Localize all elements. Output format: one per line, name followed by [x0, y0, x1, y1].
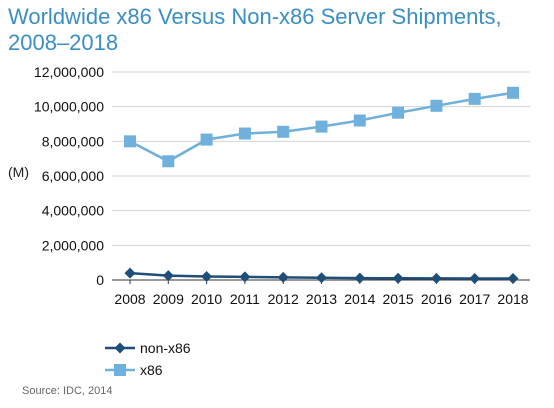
x-axis-ticks: 2008 2009 2010 2011 2012 2013 2014 2015 2016 2017…	[114, 280, 529, 307]
legend-label: non-x86	[140, 340, 191, 356]
data-point-non-x86	[162, 270, 174, 282]
source-note: Source: IDC, 2014	[22, 385, 113, 397]
y-tick-label: 6,000,000	[42, 168, 104, 184]
x-tick-label: 2009	[153, 291, 184, 307]
y-axis-ticks: 0 2,000,000 4,000,000 6,000,000 8,000,000 10,…	[34, 64, 104, 288]
legend-marker	[114, 364, 126, 376]
x-tick-label: 2011	[230, 291, 260, 307]
x-tick-label: 2008	[114, 291, 145, 307]
x-tick-label: 2015	[383, 291, 414, 307]
data-point-x86	[238, 127, 251, 140]
chart-title: Worldwide x86 Versus Non-x86 Server Ship…	[8, 4, 502, 55]
y-tick-label: 10,000,000	[34, 99, 104, 115]
data-point-x86	[392, 106, 405, 119]
data-point-x86	[507, 86, 519, 99]
x-tick-label: 2018	[497, 291, 528, 307]
legend-label: x86	[140, 362, 163, 378]
series-layer	[124, 86, 519, 285]
data-point-x86	[468, 92, 481, 105]
series-x86	[124, 86, 519, 168]
data-point-non-x86	[277, 271, 289, 283]
legend: non-x86 x86	[105, 340, 191, 378]
y-tick-label: 4,000,000	[42, 203, 104, 219]
x-tick-label: 2010	[191, 291, 222, 307]
data-point-non-x86	[469, 272, 481, 284]
x-tick-label: 2012	[268, 291, 299, 307]
data-point-non-x86	[124, 267, 136, 279]
y-tick-label: 2,000,000	[42, 237, 104, 253]
data-point-x86	[162, 155, 175, 168]
data-point-non-x86	[201, 271, 213, 283]
data-point-non-x86	[354, 272, 366, 284]
x-tick-label: 2017	[459, 291, 490, 307]
y-axis-unit-label: (M)	[8, 164, 29, 180]
x-tick-label: 2016	[421, 291, 452, 307]
data-point-non-x86	[430, 272, 442, 284]
gridlines	[112, 71, 530, 281]
y-tick-label: 8,000,000	[42, 133, 104, 149]
data-point-x86	[200, 133, 213, 146]
data-point-non-x86	[239, 271, 251, 283]
data-point-x86	[124, 135, 136, 148]
y-tick-label: 12,000,000	[34, 64, 104, 80]
data-point-non-x86	[316, 272, 327, 284]
data-point-non-x86	[507, 273, 519, 285]
legend-item-non-x86: non-x86	[105, 340, 191, 356]
series-non-x86	[124, 267, 519, 285]
legend-marker	[114, 342, 126, 354]
data-point-x86	[315, 120, 328, 133]
y-tick-label: 0	[96, 272, 104, 288]
legend-item-x86: x86	[105, 362, 163, 378]
data-point-x86	[353, 114, 366, 127]
x-tick-label: 2014	[344, 291, 375, 307]
data-point-x86	[430, 99, 443, 112]
x-tick-label: 2013	[306, 291, 337, 307]
data-point-non-x86	[392, 272, 404, 284]
data-point-x86	[277, 125, 290, 138]
